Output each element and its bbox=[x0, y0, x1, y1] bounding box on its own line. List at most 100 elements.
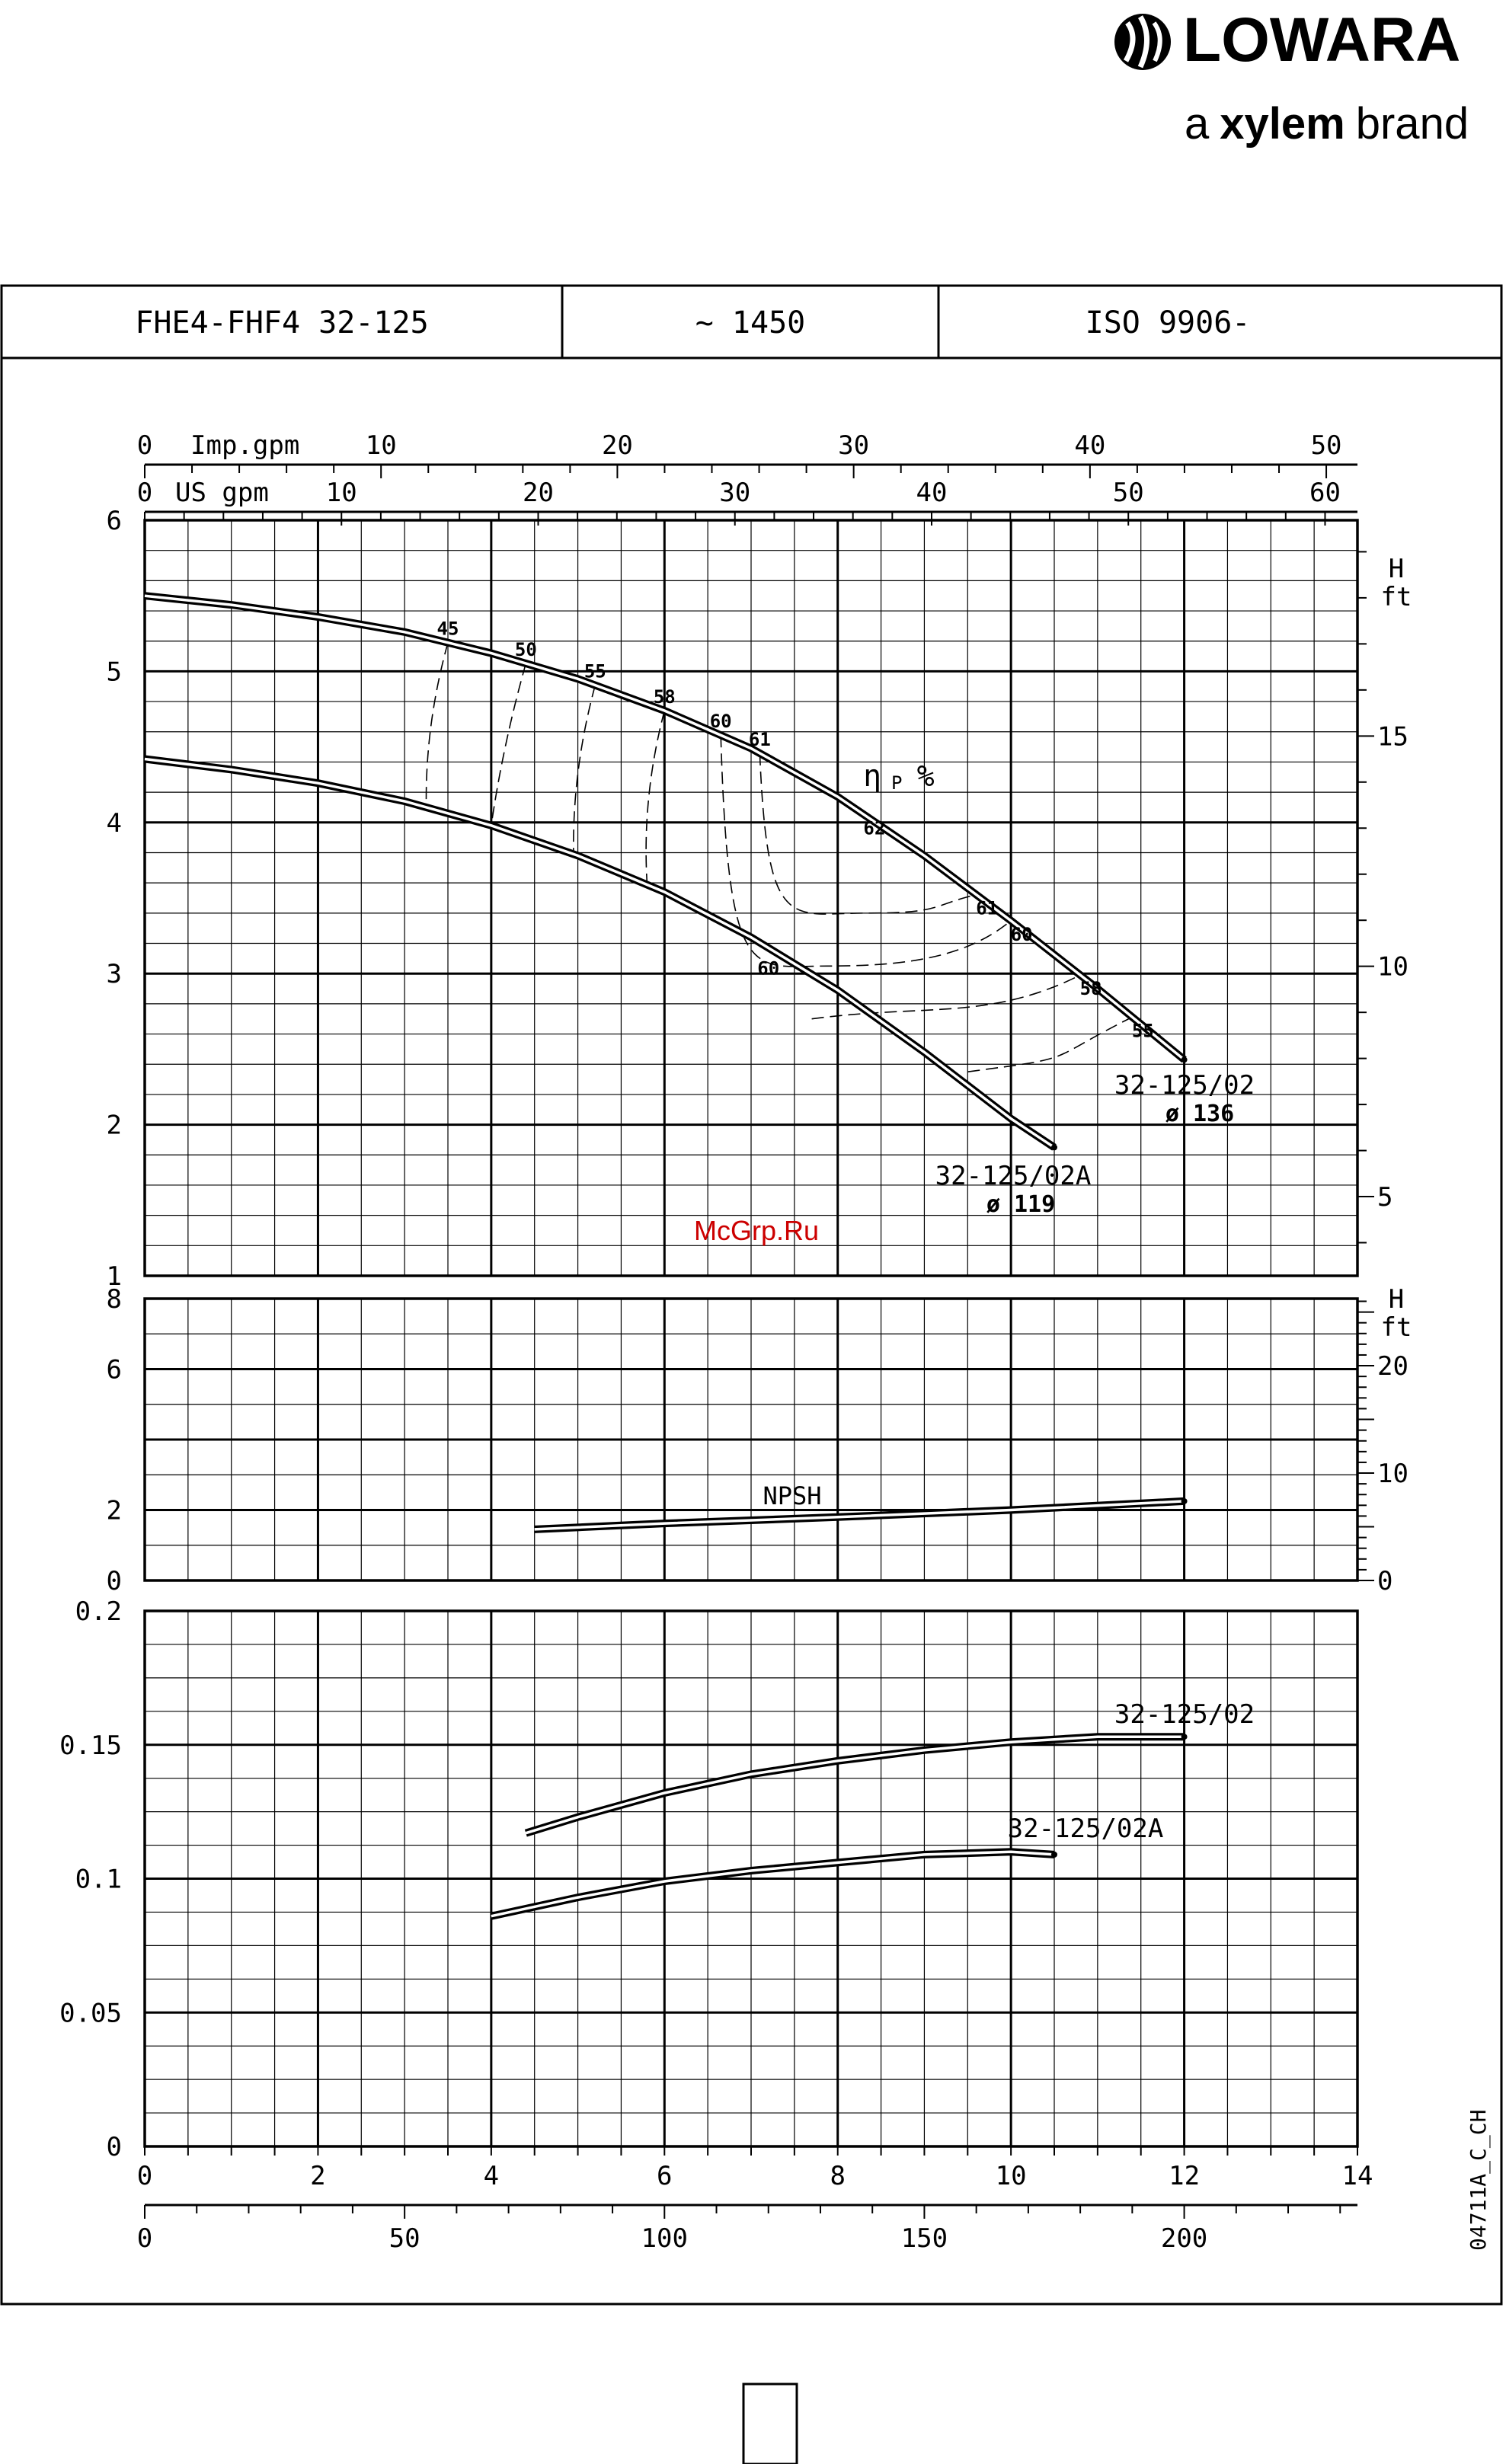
us-gpm-axis-label: US gpm bbox=[175, 478, 269, 508]
power-series-label-02: 32-125/02 bbox=[1114, 1699, 1255, 1730]
imp-gpm-tick-label: 10 bbox=[366, 430, 397, 461]
ft-tick-label: 10 bbox=[1377, 952, 1408, 983]
efficiency-iso-line bbox=[491, 663, 527, 826]
plot-frame bbox=[143, 1297, 1359, 1582]
lmin-tick-label: 0 bbox=[137, 2223, 152, 2254]
lowara-logo: LOWARA a xylem brand bbox=[1114, 5, 1469, 149]
tagline: a xylem brand bbox=[1185, 99, 1469, 149]
curve-end-dot bbox=[1051, 1851, 1057, 1858]
lmin-tick-label: 150 bbox=[901, 2223, 948, 2254]
sheet-frame bbox=[0, 284, 1503, 2306]
x-tick-label-m3h: 12 bbox=[1169, 2161, 1200, 2191]
us-gpm-tick-label: 0 bbox=[137, 478, 152, 508]
x-tick-label-m3h: 8 bbox=[830, 2161, 845, 2191]
efficiency-value-label: 60 bbox=[757, 957, 779, 979]
head-y-tick-label: 4 bbox=[107, 808, 122, 839]
imp-gpm-tick-label: 20 bbox=[602, 430, 633, 461]
us-gpm-tick-label: 30 bbox=[719, 478, 750, 508]
power-y-tick-label: 0.05 bbox=[59, 1998, 122, 2028]
ft-axis-unit: ft bbox=[1381, 1312, 1412, 1343]
npsh-curve-core bbox=[534, 1500, 1185, 1531]
efficiency-value-label: 58 bbox=[654, 686, 676, 708]
lmin-tick-label: 100 bbox=[641, 2223, 688, 2254]
npsh-y-tick-label: 2 bbox=[107, 1496, 122, 1526]
tagline-suffix: brand bbox=[1356, 99, 1469, 149]
efficiency-iso-loop bbox=[811, 974, 1081, 1020]
head-curve-02-core bbox=[144, 594, 1185, 1061]
curve-end-dot bbox=[1181, 1056, 1188, 1063]
curve-end-dot bbox=[1181, 1734, 1188, 1740]
x-tick-label-m3h: 6 bbox=[657, 2161, 672, 2191]
power-y-tick-label: 0 bbox=[107, 2132, 122, 2162]
efficiency-value-label: 60 bbox=[1011, 924, 1033, 945]
ft-tick-label: 10 bbox=[1377, 1459, 1408, 1489]
power-y-tick-label: 0.2 bbox=[75, 1596, 122, 1627]
head-y-tick-label: 5 bbox=[107, 657, 122, 687]
efficiency-symbol-sub: P bbox=[891, 772, 902, 794]
x-tick-label-m3h: 4 bbox=[484, 2161, 499, 2191]
us-gpm-tick-label: 20 bbox=[523, 478, 554, 508]
doc-code: 04711A_C_CH bbox=[1466, 2110, 1492, 2251]
npsh-y-tick-label: 6 bbox=[107, 1355, 122, 1385]
efficiency-value-label: 50 bbox=[515, 639, 537, 660]
power-curve-02-core bbox=[525, 1735, 1185, 1835]
header-model: FHE4-FHF4 32-125 bbox=[135, 305, 428, 340]
curve-end-dot bbox=[1051, 1144, 1057, 1151]
water-drop-icon bbox=[1114, 14, 1171, 70]
efficiency-unit: % bbox=[917, 759, 935, 793]
series-diameter-label: ø 119 bbox=[986, 1191, 1055, 1218]
us-gpm-tick-label: 60 bbox=[1309, 478, 1341, 508]
npsh-y-tick-label: 0 bbox=[107, 1566, 122, 1596]
imp-gpm-tick-label: 50 bbox=[1311, 430, 1342, 461]
efficiency-symbol: η bbox=[863, 759, 881, 794]
efficiency-value-label: 58 bbox=[1080, 978, 1102, 999]
ft-tick-label: 5 bbox=[1377, 1182, 1392, 1213]
page-box bbox=[742, 2383, 798, 2464]
efficiency-value-label: 62 bbox=[863, 817, 885, 839]
ft-tick-label: 20 bbox=[1377, 1351, 1408, 1382]
efficiency-iso-line bbox=[573, 685, 596, 855]
ft-axis-unit: ft bbox=[1381, 582, 1412, 612]
tagline-prefix: a bbox=[1185, 99, 1210, 149]
power-curve-02A-outline bbox=[490, 1848, 1055, 1920]
us-gpm-tick-label: 50 bbox=[1113, 478, 1144, 508]
logo-text: LOWARA bbox=[1183, 5, 1460, 75]
ft-axis-label: H bbox=[1389, 1284, 1404, 1315]
npsh-y-tick-label: 8 bbox=[107, 1284, 122, 1315]
series-label-32-125-02A: 32-125/02A bbox=[935, 1161, 1092, 1191]
efficiency-iso-loop bbox=[720, 735, 1012, 967]
power-y-tick-label: 0.15 bbox=[59, 1731, 122, 1761]
efficiency-layer bbox=[425, 642, 1133, 1072]
imp-gpm-axis-label: Imp.gpm bbox=[190, 430, 299, 461]
imp-gpm-tick-label: 0 bbox=[137, 430, 152, 461]
us-gpm-tick-label: 40 bbox=[916, 478, 948, 508]
npsh-series-label: NPSH bbox=[763, 1481, 821, 1510]
power-series-label-02A: 32-125/02A bbox=[1008, 1814, 1164, 1844]
lmin-tick-label: 50 bbox=[389, 2223, 420, 2254]
tagline-bold: xylem bbox=[1220, 99, 1345, 149]
imp-gpm-tick-label: 30 bbox=[838, 430, 869, 461]
head-y-tick-label: 1 bbox=[107, 1261, 122, 1292]
imp-gpm-tick-label: 40 bbox=[1074, 430, 1105, 461]
header-standard: ISO 9906- bbox=[1086, 305, 1251, 340]
watermark: McGrp.Ru bbox=[694, 1215, 819, 1246]
series-diameter-label: ø 136 bbox=[1165, 1101, 1234, 1127]
efficiency-value-label: 55 bbox=[1132, 1020, 1154, 1041]
efficiency-value-label: 55 bbox=[584, 661, 606, 682]
efficiency-value-label: 60 bbox=[710, 711, 732, 732]
lmin-tick-label: 200 bbox=[1161, 2223, 1207, 2254]
curve-layer bbox=[144, 592, 1188, 1920]
efficiency-value-label: 45 bbox=[437, 618, 459, 640]
x-tick-label-m3h: 0 bbox=[137, 2161, 152, 2191]
head-curve-02A-outline bbox=[144, 755, 1057, 1151]
x-tick-label-m3h: 2 bbox=[310, 2161, 325, 2191]
plot-frame bbox=[143, 519, 1359, 1277]
grid-layer bbox=[143, 519, 1359, 2148]
ft-axis-label: H bbox=[1389, 554, 1404, 584]
efficiency-iso-line bbox=[425, 642, 449, 807]
efficiency-value-label: 61 bbox=[749, 729, 771, 750]
ft-tick-label: 0 bbox=[1377, 1566, 1392, 1596]
efficiency-iso-line bbox=[645, 710, 666, 885]
